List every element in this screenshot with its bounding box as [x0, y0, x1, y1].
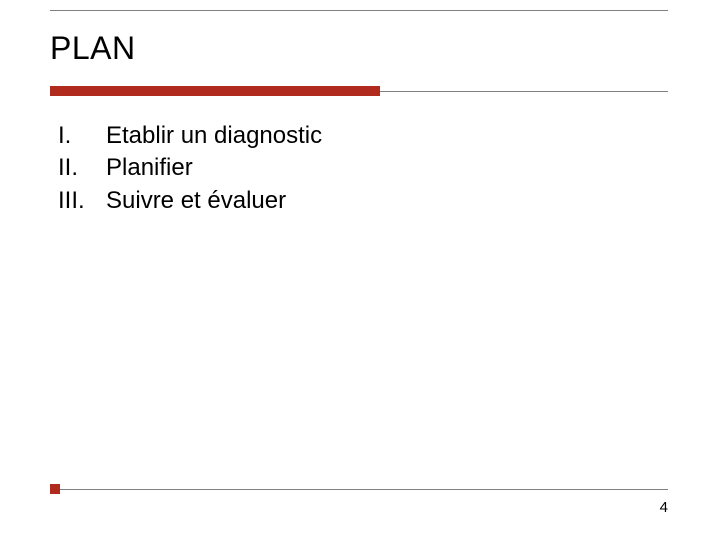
- footer-accent-square: [50, 484, 60, 494]
- list-item-marker: I.: [58, 120, 106, 152]
- list-item-marker: III.: [58, 185, 106, 217]
- footer-rule: [50, 489, 668, 490]
- page-number: 4: [660, 499, 668, 516]
- list-item-marker: II.: [58, 152, 106, 184]
- title-underline-accent: [50, 86, 380, 96]
- list-item-text: Etablir un diagnostic: [106, 120, 322, 152]
- list-item-text: Suivre et évaluer: [106, 185, 286, 217]
- outline-list: I. Etablir un diagnostic II. Planifier I…: [58, 120, 322, 217]
- list-item-text: Planifier: [106, 152, 193, 184]
- slide: PLAN I. Etablir un diagnostic II. Planif…: [0, 0, 720, 540]
- list-item: I. Etablir un diagnostic: [58, 120, 322, 152]
- title-underline-rule: [380, 91, 668, 92]
- list-item: III. Suivre et évaluer: [58, 185, 322, 217]
- slide-title: PLAN: [50, 30, 136, 67]
- title-top-rule: [50, 10, 668, 11]
- list-item: II. Planifier: [58, 152, 322, 184]
